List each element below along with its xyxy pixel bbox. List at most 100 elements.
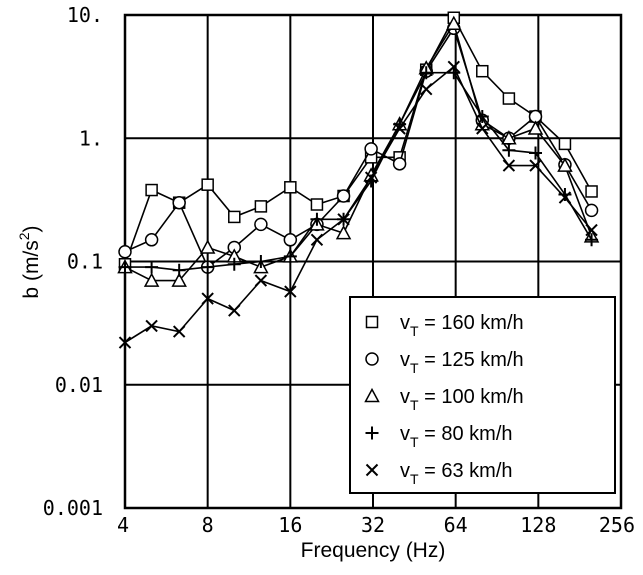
marker-square	[228, 210, 241, 224]
marker-circle	[336, 189, 351, 203]
series-line	[124, 26, 593, 269]
tick-labels: 4 8 16 32 64 128 256 0.001 0.01 0.1 1. 10.	[43, 3, 635, 537]
marker-square	[310, 198, 324, 211]
legend-label-suffix: = 63 km/h	[419, 460, 513, 482]
x-tick-label: 4	[117, 513, 129, 537]
marker-cross	[228, 304, 241, 317]
marker-cross	[254, 274, 268, 287]
marker-triangle	[446, 15, 462, 30]
legend: vT = 160 km/hvT = 125 km/hvT = 100 km/hv…	[349, 296, 616, 494]
legend-label-sub: T	[410, 360, 419, 376]
marker-plus	[585, 233, 599, 247]
marker-circle	[364, 142, 378, 156]
marker-triangle	[527, 120, 544, 135]
marker-cross	[172, 325, 186, 338]
marker-circle	[118, 244, 132, 259]
legend-box	[349, 296, 616, 494]
marker-plus	[529, 146, 543, 160]
marker-triangle	[335, 225, 352, 240]
marker-square	[585, 185, 598, 198]
y-tick-label: 0.001	[43, 496, 103, 520]
legend-label-prefix: v	[400, 423, 410, 445]
marker-square	[201, 178, 214, 191]
legend-label-suffix: = 125 km/h	[419, 349, 524, 371]
marker-plus	[419, 66, 433, 80]
legend-label-sub: T	[410, 397, 419, 413]
marker-cross	[393, 122, 406, 135]
legend-label-prefix: v	[400, 349, 410, 371]
marker-cross	[201, 292, 214, 305]
marker-plus	[502, 143, 516, 157]
x-axis-title: Frequency (Hz)	[301, 539, 446, 562]
series-circle	[118, 21, 599, 274]
legend-label-prefix: v	[400, 460, 410, 482]
legend-label-sub: T	[410, 434, 419, 450]
y-tick-label: 1.	[79, 126, 103, 150]
y-axis-title-tail: )	[20, 225, 43, 232]
marker-square	[284, 181, 297, 194]
marker-plus	[118, 260, 132, 274]
marker-cross	[365, 463, 379, 477]
marker-plus	[201, 260, 215, 274]
marker-plus	[310, 212, 324, 226]
y-tick-label: 10.	[67, 3, 103, 27]
marker-triangle	[199, 239, 216, 254]
marker-cross	[118, 336, 132, 349]
legend-items: vT = 160 km/hvT = 125 km/hvT = 100 km/hv…	[364, 312, 524, 487]
legend-label: vT = 63 km/h	[400, 460, 513, 487]
marker-cross	[420, 82, 433, 96]
marker-triangle	[143, 272, 160, 287]
marker-plus	[227, 257, 241, 271]
marker-plus	[145, 260, 159, 274]
x-tick-label: 128	[520, 513, 556, 537]
marker-plus	[172, 263, 186, 277]
marker-square	[254, 200, 268, 213]
legend-label-sub: T	[410, 471, 419, 487]
marker-square	[145, 183, 158, 197]
legend-label: vT = 80 km/h	[400, 423, 513, 450]
marker-cross	[447, 60, 460, 73]
legend-label: vT = 160 km/h	[400, 312, 524, 339]
marker-plus	[254, 255, 268, 268]
marker-square	[558, 137, 572, 151]
marker-circle	[254, 217, 268, 232]
marker-circle	[584, 203, 599, 218]
marker-circle	[144, 233, 159, 247]
marker-square	[476, 64, 489, 78]
x-tick-label: 64	[444, 513, 468, 537]
marker-cross	[364, 171, 378, 184]
series-plus	[118, 66, 599, 277]
legend-label: vT = 125 km/h	[400, 349, 524, 376]
marker-cross	[558, 191, 572, 204]
marker-square	[365, 315, 379, 329]
legend-label-prefix: v	[400, 312, 410, 334]
y-axis-title-main: b (m/s	[20, 240, 43, 298]
marker-cross	[529, 159, 542, 172]
marker-square	[502, 92, 516, 105]
marker-triangle	[557, 157, 573, 172]
legend-label: vT = 100 km/h	[400, 386, 524, 413]
marker-cross	[145, 319, 158, 333]
marker-circle	[172, 195, 186, 210]
marker-plus	[475, 110, 489, 124]
marker-circle	[392, 157, 407, 171]
legend-label-suffix: = 100 km/h	[419, 386, 524, 408]
marker-triangle	[364, 387, 380, 403]
y-axis-title-sup: 2	[16, 232, 32, 240]
series-cross	[118, 60, 598, 349]
marker-cross	[585, 223, 598, 237]
x-tick-label: 32	[361, 513, 385, 537]
marker-plus	[365, 426, 379, 440]
marker-cross	[310, 233, 324, 247]
marker-circle	[365, 352, 379, 366]
marker-cross	[502, 159, 516, 172]
x-tick-label: 16	[278, 513, 302, 537]
marker-cross	[476, 122, 489, 135]
marker-cross	[284, 285, 297, 298]
marker-cross	[337, 213, 350, 226]
series-line	[124, 15, 593, 265]
x-tick-label: 256	[599, 513, 635, 537]
marker-circle	[283, 233, 298, 247]
